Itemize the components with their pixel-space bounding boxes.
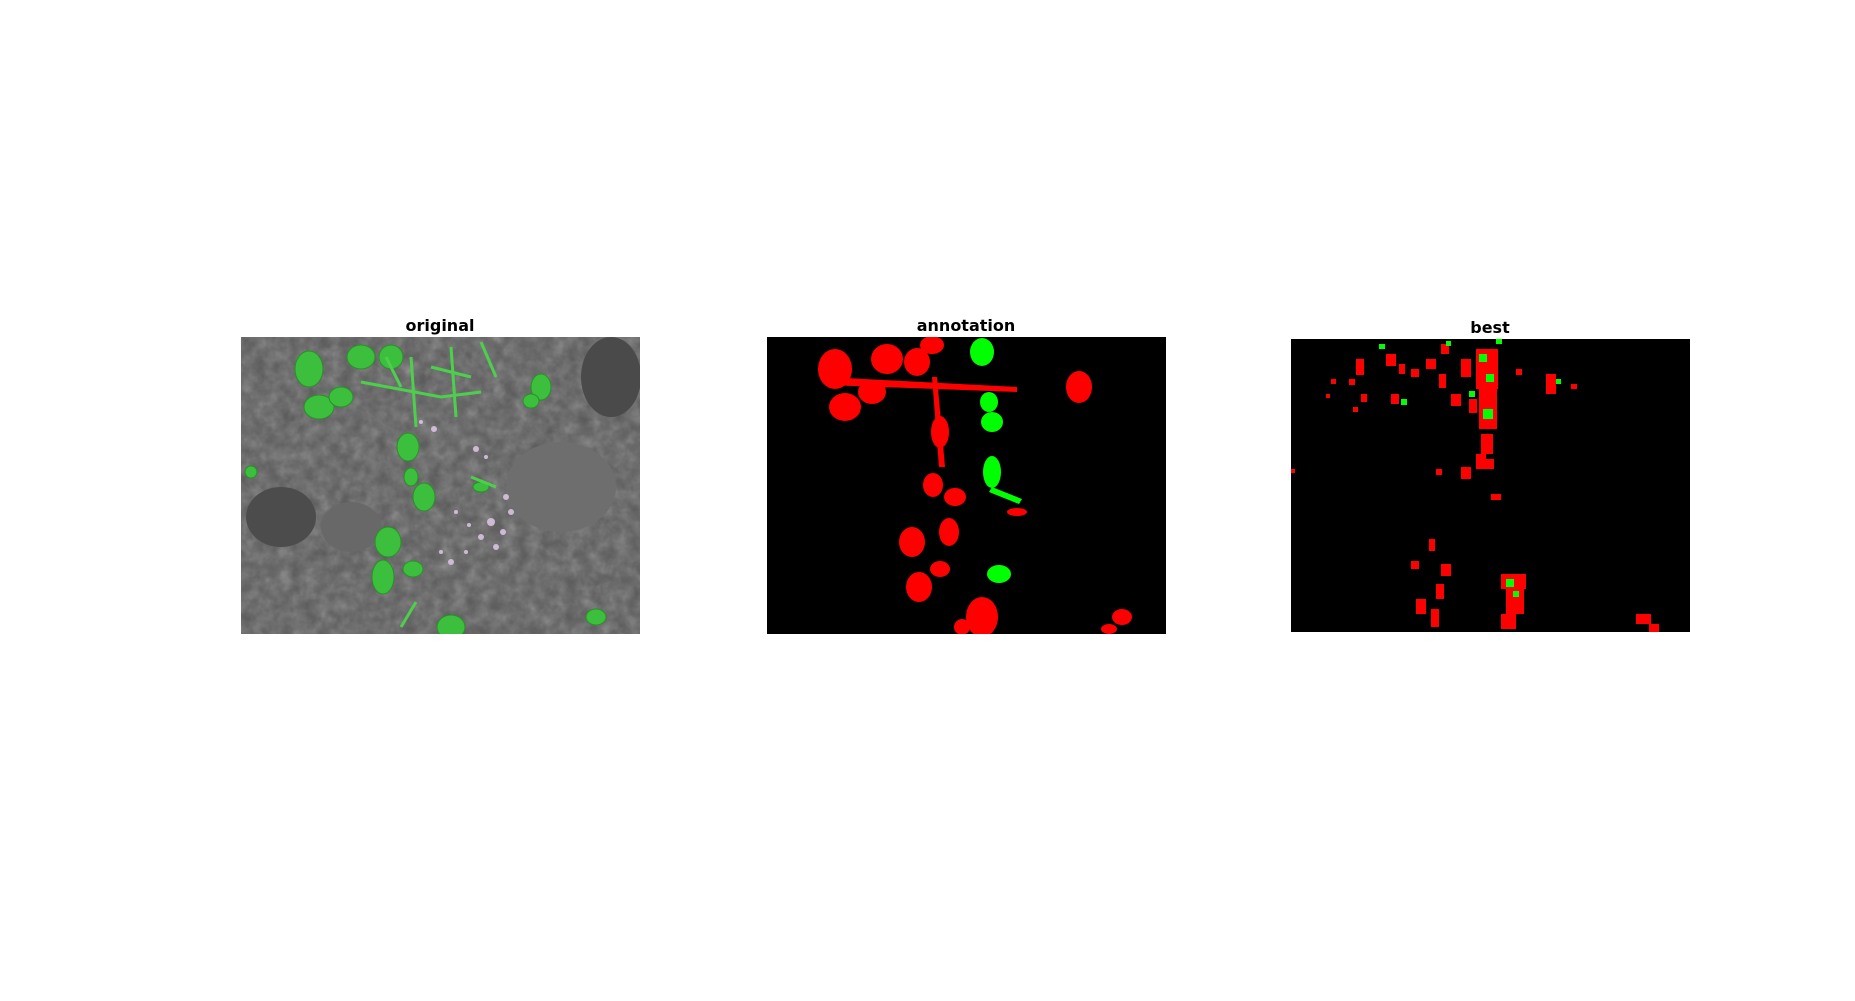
original-title: original xyxy=(405,316,475,335)
best-title: best xyxy=(1470,318,1510,337)
annotation-title: annotation xyxy=(916,316,1016,335)
best-image xyxy=(1291,339,1690,632)
original-image xyxy=(241,337,640,634)
annotation-image xyxy=(767,337,1166,634)
